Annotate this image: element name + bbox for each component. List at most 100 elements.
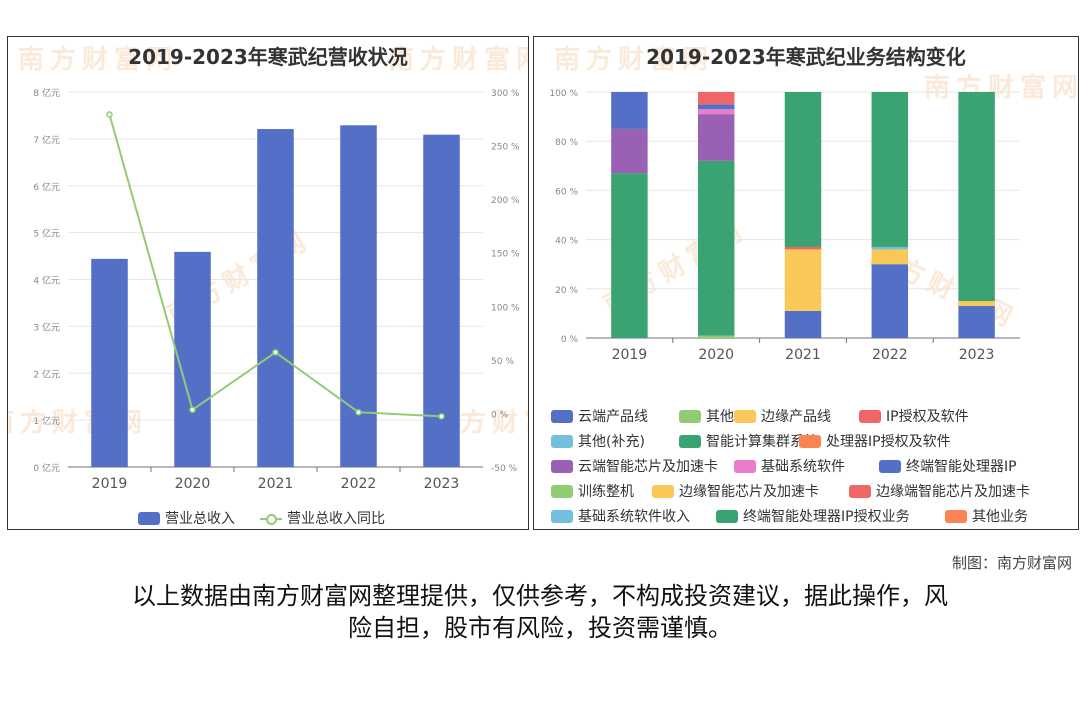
y-right-tick-label: 50 %	[491, 357, 514, 367]
legend-item[interactable]: 云端智能芯片及加速卡	[551, 456, 718, 476]
y-tick-label: 4 亿元	[33, 275, 60, 287]
legend-item[interactable]: 处理器IP授权及软件	[799, 431, 951, 451]
legend-item[interactable]: 基础系统软件	[734, 456, 845, 476]
legend-item[interactable]: 训练整机	[551, 481, 634, 501]
point-revenue-yoy-2020	[189, 406, 196, 414]
point-revenue-yoy-2023	[438, 413, 445, 420]
x-tick-label: 2021	[258, 476, 294, 492]
revenue-chart-panel: 南方财富网 南方财富网 南方财富网 南方财富网 南方财富网 2019-2023年…	[7, 36, 529, 530]
legend-item[interactable]: 智能计算集群系统	[679, 431, 818, 451]
y-right-tick-label: 300 %	[491, 89, 520, 99]
bar-segment-9-2022	[871, 264, 909, 338]
bar-segment-11-2023	[958, 301, 995, 307]
y-tick-label: 8 亿元	[33, 87, 60, 99]
legend-label: 处理器IP授权及软件	[826, 434, 951, 450]
chart-credit: 制图：南方财富网	[951, 554, 1072, 572]
y-tick-label: 0 亿元	[33, 462, 60, 474]
bar-segment-9-2020	[697, 104, 735, 110]
legend-label: 智能计算集群系统	[706, 434, 818, 450]
legend-item[interactable]: 边缘端智能芯片及加速卡	[849, 481, 1030, 501]
legend-item[interactable]: 终端智能处理器IP授权业务	[716, 506, 910, 526]
legend-label: 训练整机	[578, 484, 634, 500]
legend-swatch	[551, 409, 573, 423]
legend-item[interactable]: 云端产品线	[551, 406, 648, 426]
legend-swatch	[879, 459, 901, 473]
legend-item-revenue-yoy[interactable]: 营业总收入同比	[260, 508, 385, 528]
legend-item[interactable]: 其他(补充)	[551, 431, 645, 451]
chart-title: 2019-2023年寒武纪业务结构变化	[646, 45, 966, 69]
bar-segment-14-2021	[784, 92, 822, 247]
legend-item-revenue[interactable]: 营业总收入	[138, 508, 235, 528]
y-tick-label: 1 亿元	[33, 415, 60, 427]
legend-label: IP授权及软件	[886, 409, 969, 425]
legend-swatch	[551, 434, 573, 448]
bar-revenue-2021	[257, 129, 294, 467]
x-tick-label: 2022	[341, 476, 377, 492]
bar-segment-14-2023	[958, 92, 995, 302]
legend-label: 其他	[706, 409, 734, 425]
legend-label: 营业总收入同比	[287, 511, 385, 527]
disclaimer-line1: 以上数据由南方财富网整理提供，仅供参考，不构成投资建议，据此操作，风	[132, 582, 948, 610]
legend-label: 云端智能芯片及加速卡	[578, 459, 718, 475]
legend-label: 边缘产品线	[761, 409, 831, 425]
legend-label: 基础系统软件	[761, 459, 845, 475]
bar-segment-8-2020	[697, 109, 735, 115]
legend-item[interactable]: 基础系统软件收入	[551, 506, 690, 526]
bar-segment-13-2022	[871, 246, 909, 250]
y-tick-label: 80 %	[555, 138, 578, 148]
legend-swatch	[551, 484, 573, 498]
bar-revenue-2023	[423, 134, 460, 467]
legend-swatch	[716, 509, 738, 523]
revenue-chart: 0 亿元 1 亿元 2 亿元 3 亿元 4 亿元 5 亿元 6 亿元 7 亿元 8 亿元 -50 …	[33, 87, 520, 492]
x-tick-label: 2019	[612, 347, 648, 363]
business-structure-chart: 0 % 20 % 40 % 60 % 80 % 100 % 2019 2020 2021 2022…	[549, 89, 1020, 363]
x-tick-label: 2020	[175, 476, 211, 492]
y-right-tick-label: 0 %	[491, 410, 509, 420]
legend-swatch	[138, 511, 160, 525]
y-tick-label: 3 亿元	[33, 321, 60, 333]
chart-title: 2019-2023年寒武纪营收状况	[128, 45, 408, 69]
y-tick-label: 6 亿元	[33, 181, 60, 193]
x-tick-label: 2019	[92, 476, 128, 492]
legend-swatch	[551, 459, 573, 473]
point-revenue-yoy-2021	[272, 349, 279, 356]
legend-item[interactable]: 终端智能处理器IP	[879, 456, 1017, 476]
y-tick-label: 40 %	[555, 237, 578, 247]
legend-item[interactable]: 其他业务	[945, 506, 1028, 526]
y-tick-label: 20 %	[555, 286, 578, 296]
x-tick-label: 2021	[785, 347, 821, 363]
point-revenue-yoy-2022	[355, 409, 362, 416]
legend-item[interactable]: IP授权及软件	[859, 406, 969, 426]
bar-segment-9-2023	[958, 306, 995, 338]
legend-swatch	[551, 509, 573, 523]
x-tick-label: 2022	[872, 347, 908, 363]
x-tick-label: 2023	[424, 476, 460, 492]
y-tick-label: 7 亿元	[33, 134, 60, 146]
bar-segment-14-2022	[871, 92, 909, 247]
bar-segment-11-2021	[784, 249, 822, 311]
y-right-tick-label: 250 %	[491, 143, 520, 153]
legend-label: 边缘端智能芯片及加速卡	[876, 484, 1030, 500]
y-right-tick-label: 200 %	[491, 196, 520, 206]
legend-swatch	[859, 409, 881, 423]
bar-segment-7-2019	[611, 128, 648, 174]
legend-label: 终端智能处理器IP授权业务	[743, 509, 910, 525]
legend-swatch	[799, 434, 821, 448]
legend-swatch	[260, 512, 282, 525]
legend-swatch	[734, 409, 756, 423]
y-tick-label: 60 %	[555, 187, 578, 197]
legend-swatch	[849, 484, 871, 498]
bar-revenue-2019	[91, 258, 128, 467]
disclaimer: 以上数据由南方财富网整理提供，仅供参考，不构成投资建议，据此操作，风 险自担，股…	[40, 580, 1040, 644]
x-tick-label: 2023	[959, 347, 995, 363]
bar-revenue-2020	[174, 251, 211, 467]
legend-item[interactable]: 其他	[679, 406, 734, 426]
disclaimer-line2: 险自担，股市有风险，投资需谨慎。	[348, 614, 732, 642]
legend-item[interactable]: 边缘产品线	[734, 406, 831, 426]
legend-label: 云端产品线	[578, 409, 648, 425]
bar-segment-7-2020	[697, 114, 735, 161]
bar-segment-9-2021	[784, 310, 822, 338]
legend-item[interactable]: 边缘智能芯片及加速卡	[652, 481, 819, 501]
bar-segment-5-2020	[697, 160, 735, 336]
bar-segment-5-2019	[611, 173, 648, 338]
